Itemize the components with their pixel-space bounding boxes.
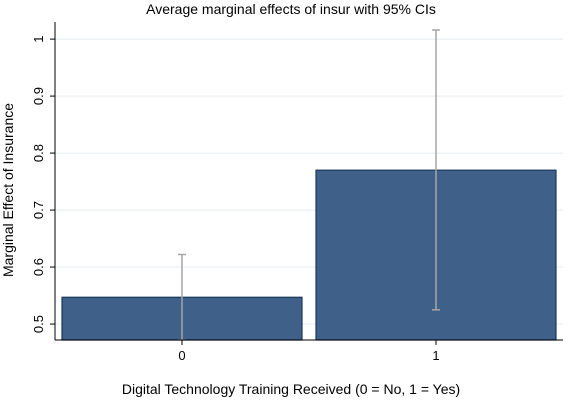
y-axis-label: Marginal Effect of Insurance (0, 103, 16, 277)
chart-title: Average marginal effects of insur with 9… (146, 1, 436, 17)
y-tick-label: 0.9 (31, 87, 46, 105)
ci-errorbar-1 (432, 29, 440, 311)
x-axis-label: Digital Technology Training Received (0 … (122, 381, 460, 397)
y-tick-label: 1 (31, 35, 46, 42)
y-tick-label: 0.8 (31, 144, 46, 162)
x-tick-label: 1 (432, 348, 439, 363)
y-tick-label: 0.7 (31, 201, 46, 219)
y-tick-label: 0.6 (31, 258, 46, 276)
x-tick-label: 0 (178, 348, 185, 363)
y-tick-label: 0.5 (31, 315, 46, 333)
